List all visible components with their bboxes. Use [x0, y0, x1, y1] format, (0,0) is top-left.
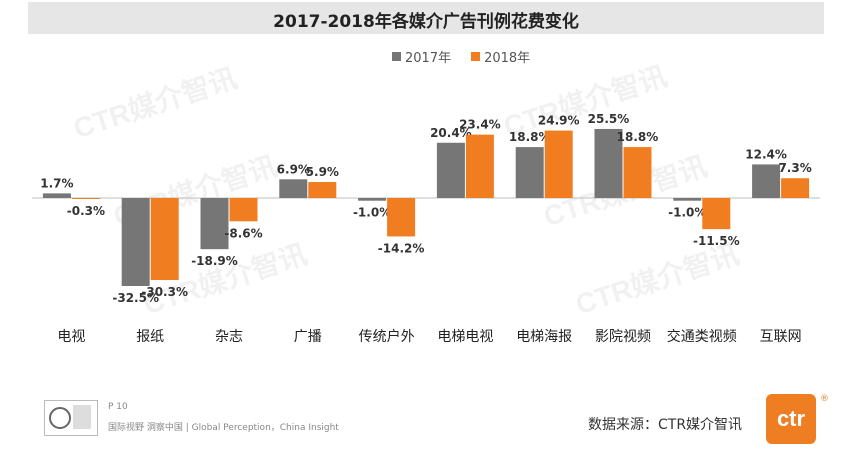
bar-2018: [387, 198, 416, 237]
category-label: 影院视频: [595, 329, 651, 345]
data-label: 24.9%: [538, 114, 580, 128]
data-label: 23.4%: [459, 118, 501, 132]
data-label: -11.5%: [693, 234, 740, 248]
category-label: 互联网: [760, 329, 802, 345]
data-source: 数据来源：CTR媒介智讯: [588, 417, 743, 433]
chart-title: 2017-2018年各媒介广告刊例花费变化: [273, 12, 579, 32]
legend-label-2018: 2018年: [484, 51, 531, 66]
category-label: 电梯电视: [437, 329, 493, 345]
data-label: -30.3%: [141, 285, 188, 299]
bar-2018: [702, 198, 731, 230]
legend-swatch-2017: [392, 52, 401, 61]
data-label: 6.9%: [277, 162, 310, 176]
bar-2018: [150, 198, 179, 281]
data-label: -1.0%: [668, 206, 706, 220]
bar-2017: [594, 128, 623, 198]
category-label: 交通类视频: [667, 328, 737, 345]
bar-2017: [673, 198, 702, 201]
category-label: 电梯海报: [516, 329, 572, 345]
bar-2017: [515, 147, 544, 198]
bar-2018: [71, 198, 100, 199]
legend-swatch-2018: [471, 52, 481, 61]
data-label: -1.0%: [353, 206, 391, 220]
category-label: 广播: [294, 329, 322, 345]
bar-2018: [465, 134, 494, 198]
page-number: P 10: [108, 402, 128, 412]
bar-2018: [781, 178, 810, 198]
bar-2018: [623, 147, 652, 198]
certification-logo-icon: [44, 400, 98, 436]
category-label: 电视: [57, 329, 85, 345]
title-bar: 2017-2018年各媒介广告刊例花费变化: [28, 2, 824, 34]
legend-label-2017: 2017年: [405, 51, 452, 66]
category-label: 杂志: [215, 329, 243, 345]
data-label: 18.8%: [617, 130, 659, 144]
bar-2017: [358, 198, 387, 201]
data-label: 5.9%: [306, 165, 339, 179]
legend-item-2018: 2018年: [471, 47, 530, 66]
bar-2017: [121, 198, 150, 286]
bar-2017: [42, 193, 71, 198]
ctr-logo: ctr: [766, 394, 816, 444]
legend-item-2017: 2017年: [392, 47, 451, 66]
bar-2017: [436, 142, 465, 198]
category-label: 报纸: [136, 329, 164, 345]
tagline: 国际视野 洞察中国 | Global Perception，China Insi…: [108, 423, 339, 433]
data-label: -32.5%: [112, 291, 159, 305]
data-label: 12.4%: [745, 147, 787, 161]
data-label: 25.5%: [588, 112, 630, 126]
category-label: 传统户外: [359, 328, 415, 345]
data-label: -18.9%: [191, 254, 238, 268]
data-label: 18.8%: [509, 130, 551, 144]
data-label: -8.6%: [224, 226, 262, 240]
bar-2017: [279, 179, 308, 198]
bar-2018: [308, 182, 337, 198]
footer-left: P 10 国际视野 洞察中国 | Global Perception，China…: [44, 398, 344, 438]
data-label: -14.2%: [378, 241, 425, 255]
registered-mark: ®: [820, 394, 829, 404]
bar-2017: [200, 198, 229, 250]
bar-2018: [544, 130, 573, 198]
legend: 2017年 2018年: [392, 47, 530, 66]
data-label: 7.3%: [778, 161, 811, 175]
data-label: 20.4%: [430, 126, 472, 140]
bar-2018: [229, 198, 258, 222]
data-label: -0.3%: [67, 204, 105, 218]
bar-2017: [752, 164, 781, 198]
data-label: 1.7%: [40, 176, 73, 190]
